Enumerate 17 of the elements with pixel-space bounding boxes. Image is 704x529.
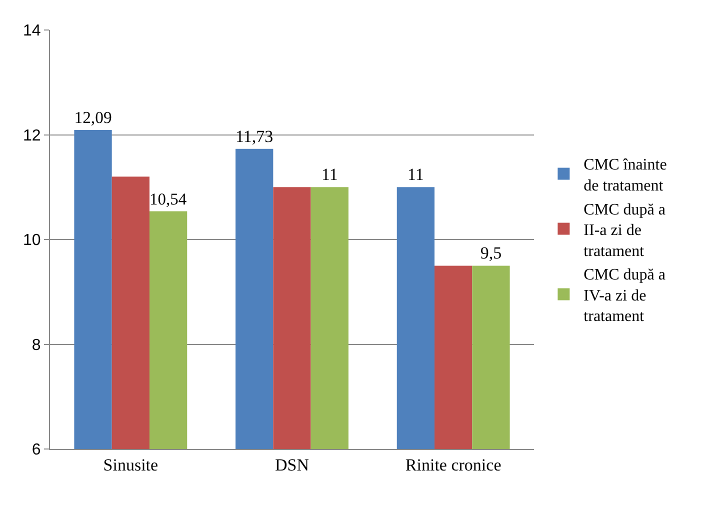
y-tick-label: 6 (32, 442, 41, 459)
y-tick-label: 10 (23, 232, 41, 250)
data-label: 11,73 (236, 126, 274, 146)
data-label: 9,5 (480, 244, 502, 263)
x-tick-label: DSN (274, 455, 310, 474)
x-tick-label: Sinusite (103, 455, 158, 474)
x-tick-label: Rinite cronice (405, 455, 502, 474)
legend-label: CMC după a II-a zi de tratament (584, 201, 666, 260)
legend-label: CMC după a IV-a zi de tratament (584, 266, 666, 326)
data-label: 11 (321, 165, 338, 184)
data-label: 12,09 (74, 108, 112, 128)
data-label: 11 (408, 165, 424, 184)
y-tick-label: 14 (23, 22, 41, 40)
data-label: 10,54 (150, 189, 187, 208)
legend-label: CMC înainte de tratament (584, 156, 667, 194)
y-tick-label: 12 (23, 127, 41, 144)
y-tick-label: 8 (32, 336, 41, 354)
